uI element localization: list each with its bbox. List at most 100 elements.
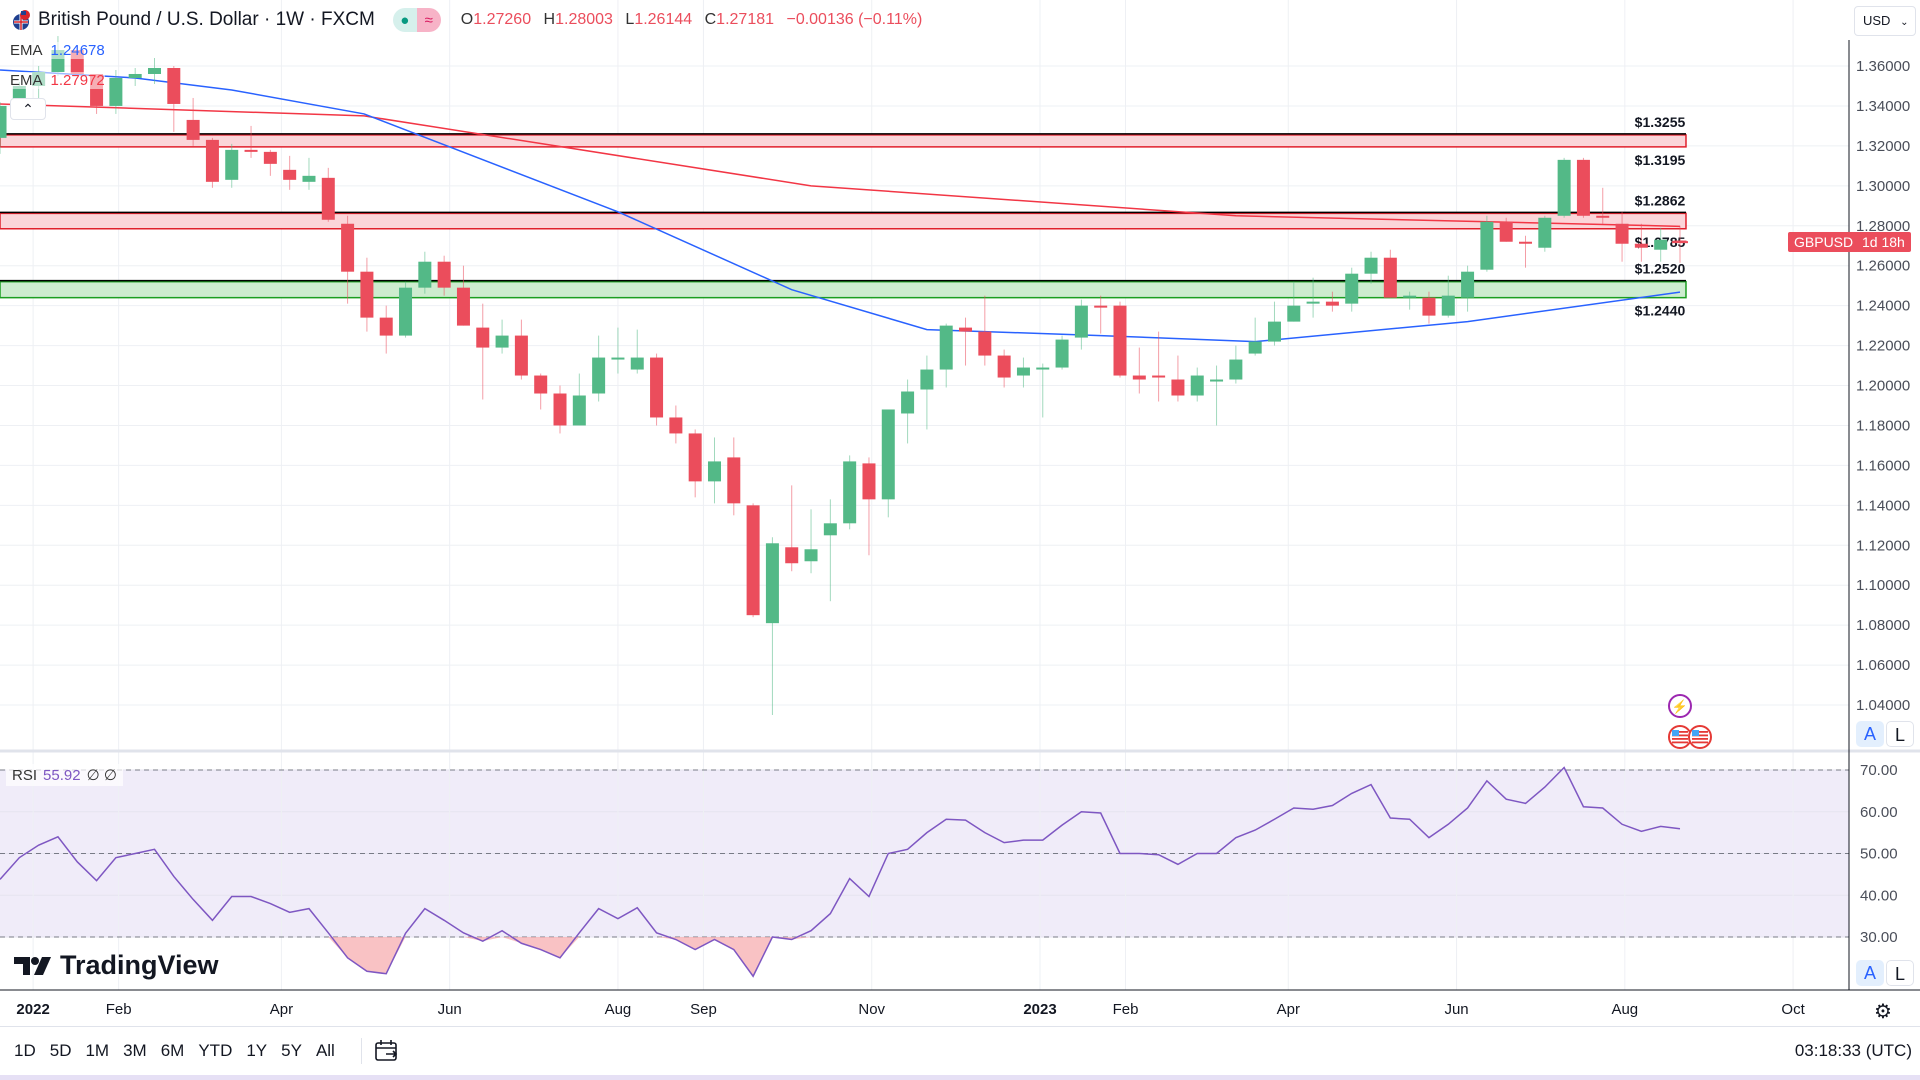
candle-up[interactable]: [302, 175, 316, 182]
candle-down[interactable]: [727, 457, 741, 504]
candle-down[interactable]: [1132, 375, 1146, 380]
range-1y[interactable]: 1Y: [246, 1041, 268, 1060]
candle-down[interactable]: [437, 261, 451, 288]
candle-down[interactable]: [1325, 301, 1339, 306]
candle-up[interactable]: [611, 357, 625, 360]
candle-down[interactable]: [1519, 241, 1533, 244]
tradingview-logo[interactable]: TradingView: [14, 950, 219, 981]
candle-up[interactable]: [881, 409, 895, 500]
candle-up[interactable]: [823, 523, 837, 536]
range-6m[interactable]: 6M: [160, 1041, 185, 1060]
candle-up[interactable]: [495, 335, 509, 348]
candle-up[interactable]: [1403, 295, 1417, 298]
candle-up[interactable]: [147, 67, 161, 74]
calendar-goto-date-icon[interactable]: [374, 1039, 400, 1063]
candle-down[interactable]: [341, 223, 355, 272]
candle-up[interactable]: [707, 461, 721, 482]
candle-up[interactable]: [418, 261, 432, 288]
range-ytd[interactable]: YTD: [198, 1041, 233, 1060]
candle-up[interactable]: [1306, 301, 1320, 304]
candle-up[interactable]: [1210, 379, 1224, 382]
candle-up[interactable]: [1654, 239, 1668, 250]
us-flag-icon[interactable]: [1687, 725, 1712, 749]
lightning-icon[interactable]: [1667, 694, 1692, 718]
candle-down[interactable]: [978, 331, 992, 356]
candle-up[interactable]: [1229, 359, 1243, 380]
candle-down[interactable]: [553, 393, 567, 426]
candle-down[interactable]: [785, 547, 799, 564]
us-flag-icon[interactable]: [1667, 725, 1692, 749]
candle-up[interactable]: [1248, 341, 1262, 354]
candle-down[interactable]: [862, 463, 876, 500]
candle-up[interactable]: [843, 461, 857, 524]
candle-down[interactable]: [205, 139, 219, 182]
candle-down[interactable]: [379, 317, 393, 336]
candle-up[interactable]: [1441, 295, 1455, 316]
candle-down[interactable]: [514, 335, 528, 376]
candle-down[interactable]: [167, 67, 181, 104]
candle-down[interactable]: [244, 149, 258, 152]
candle-up[interactable]: [804, 549, 818, 562]
candle-up[interactable]: [1557, 159, 1571, 216]
market-status-pill[interactable]: ● ≈: [392, 8, 441, 32]
candle-down[interactable]: [1152, 375, 1166, 378]
candle-down[interactable]: [959, 327, 973, 332]
ema-fast-legend[interactable]: EMA 1.24678: [10, 42, 105, 59]
candle-down[interactable]: [456, 287, 470, 326]
candle-up[interactable]: [630, 357, 644, 370]
collapse-legend-button[interactable]: ⌃: [10, 98, 46, 120]
range-1m[interactable]: 1M: [85, 1041, 110, 1060]
candle-down[interactable]: [186, 119, 200, 140]
candle-up[interactable]: [128, 73, 142, 78]
rsi-log-scale-button[interactable]: L: [1886, 960, 1914, 986]
candle-down[interactable]: [997, 355, 1011, 378]
range-all[interactable]: All: [315, 1041, 335, 1060]
candle-up[interactable]: [1538, 217, 1552, 248]
zone-resistance[interactable]: [0, 212, 1687, 230]
range-3m[interactable]: 3M: [123, 1041, 147, 1060]
data-delay-icon[interactable]: ≈: [416, 8, 441, 32]
candle-up[interactable]: [901, 391, 915, 414]
candle-up[interactable]: [1055, 339, 1069, 368]
log-scale-button[interactable]: L: [1886, 721, 1914, 747]
zone-support[interactable]: [0, 280, 1687, 299]
candle-up[interactable]: [1016, 367, 1030, 376]
candle-down[interactable]: [1596, 215, 1610, 218]
candle-up[interactable]: [1074, 305, 1088, 338]
candle-up[interactable]: [1364, 257, 1378, 274]
candle-up[interactable]: [399, 287, 413, 336]
candle-down[interactable]: [321, 177, 335, 220]
candle-down[interactable]: [1634, 243, 1648, 248]
candle-down[interactable]: [688, 433, 702, 482]
candle-up[interactable]: [765, 543, 779, 624]
candle-down[interactable]: [1113, 305, 1127, 376]
rsi-auto-scale-button[interactable]: A: [1856, 960, 1884, 986]
currency-select[interactable]: USD ⌄: [1854, 6, 1916, 36]
candle-down[interactable]: [1383, 257, 1397, 298]
candle-up[interactable]: [939, 325, 953, 370]
candle-up[interactable]: [225, 149, 239, 180]
candle-up[interactable]: [1461, 271, 1475, 298]
zone-resistance[interactable]: [0, 134, 1687, 148]
candle-up[interactable]: [1190, 375, 1204, 396]
candle-up[interactable]: [1345, 273, 1359, 304]
candle-up[interactable]: [1287, 305, 1301, 322]
range-1d[interactable]: 1D: [14, 1041, 36, 1060]
candle-down[interactable]: [360, 271, 374, 318]
candle-up[interactable]: [0, 105, 7, 138]
candle-down[interactable]: [534, 375, 548, 394]
rsi-legend[interactable]: RSI 55.92 ∅ ∅: [6, 764, 123, 786]
candle-up[interactable]: [572, 395, 586, 426]
market-open-dot-icon[interactable]: ●: [392, 8, 417, 32]
candle-up[interactable]: [1267, 321, 1281, 342]
candle-down[interactable]: [1171, 379, 1185, 396]
candle-down[interactable]: [263, 151, 277, 164]
candle-up[interactable]: [1036, 367, 1050, 370]
range-5y[interactable]: 5Y: [281, 1041, 302, 1060]
candle-up[interactable]: [592, 357, 606, 394]
candle-up[interactable]: [109, 77, 123, 106]
candle-down[interactable]: [746, 505, 760, 616]
candle-down[interactable]: [1615, 223, 1629, 244]
chart-canvas[interactable]: 1.04000 1.06000 1.08000 1.10000 1.12000 1.140…: [0, 0, 1920, 1026]
candle-down[interactable]: [476, 327, 490, 348]
